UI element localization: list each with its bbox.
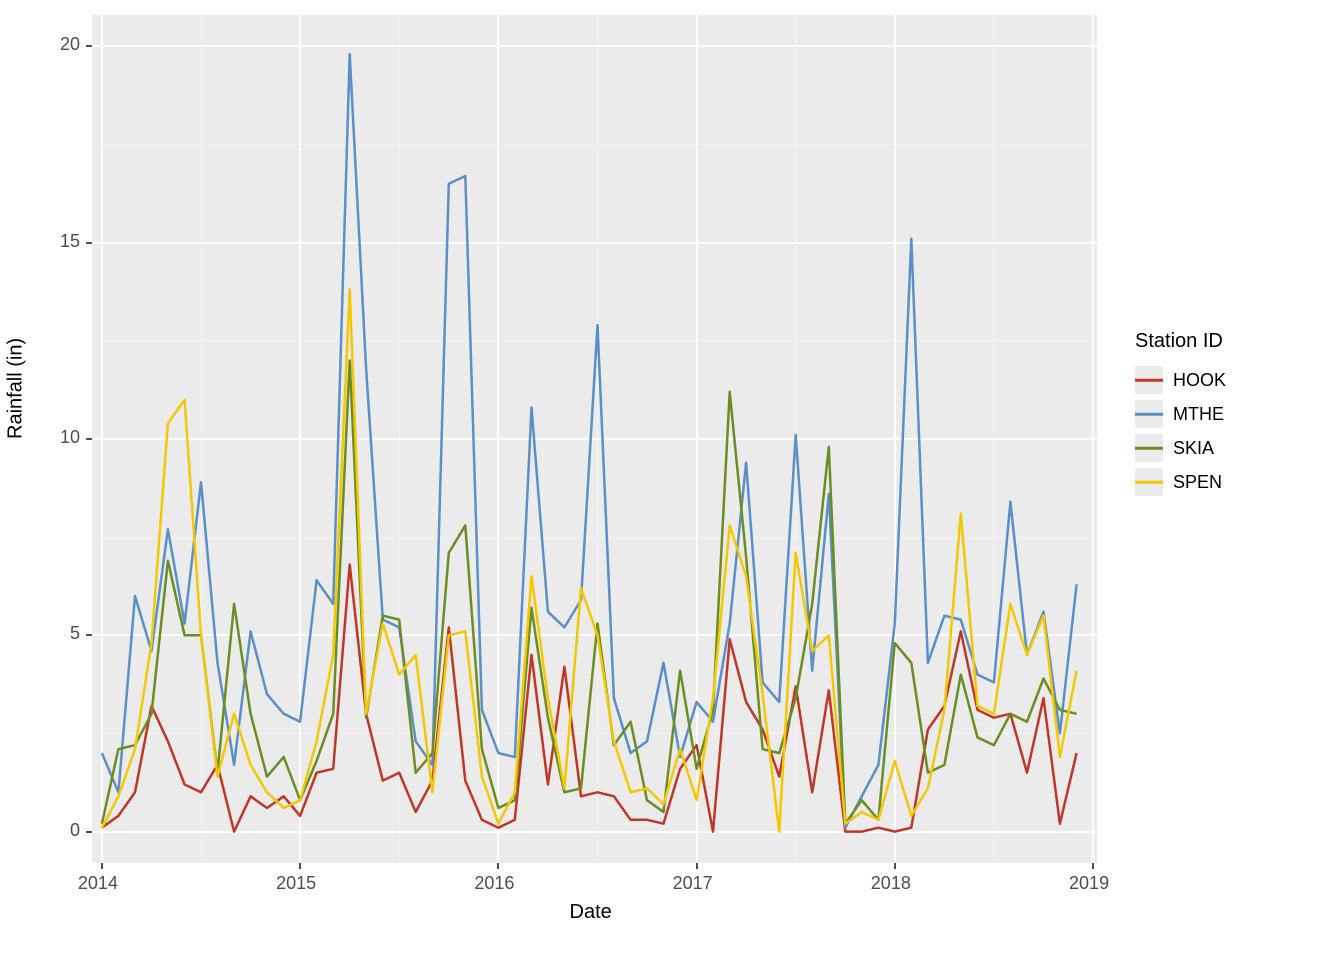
legend: Station ID HOOK MTHE SKIA SPEN	[1135, 330, 1226, 499]
x-tick-label: 2016	[474, 873, 514, 894]
legend-item-label: HOOK	[1173, 370, 1226, 391]
legend-key-icon	[1135, 366, 1163, 394]
y-tick-label: 10	[60, 427, 80, 448]
legend-item-mthe: MTHE	[1135, 397, 1226, 431]
y-axis-label: Rainfall (in)	[5, 338, 28, 439]
chart-container: 0 5 10 15 20 2014 2015 2016 2017 2018 2019 Rainfal…	[0, 0, 1344, 960]
series-spen	[102, 290, 1077, 832]
line-series-layer	[92, 15, 1097, 863]
legend-item-label: MTHE	[1173, 404, 1224, 425]
legend-item-hook: HOOK	[1135, 363, 1226, 397]
x-axis-label: Date	[570, 901, 612, 924]
legend-key-icon	[1135, 400, 1163, 428]
x-tick-label: 2015	[276, 873, 316, 894]
legend-key-icon	[1135, 434, 1163, 462]
x-tick-label: 2019	[1069, 873, 1109, 894]
y-tick-label: 20	[60, 34, 80, 55]
y-tick-label: 5	[70, 623, 80, 644]
y-tick-label: 0	[70, 820, 80, 841]
legend-title: Station ID	[1135, 330, 1226, 353]
x-tick-label: 2014	[78, 873, 118, 894]
y-tick-label: 15	[60, 231, 80, 252]
legend-item-spen: SPEN	[1135, 465, 1226, 499]
legend-item-skia: SKIA	[1135, 431, 1226, 465]
legend-key-icon	[1135, 468, 1163, 496]
x-tick-label: 2018	[871, 873, 911, 894]
legend-item-label: SPEN	[1173, 472, 1222, 493]
x-tick-label: 2017	[673, 873, 713, 894]
legend-item-label: SKIA	[1173, 438, 1214, 459]
